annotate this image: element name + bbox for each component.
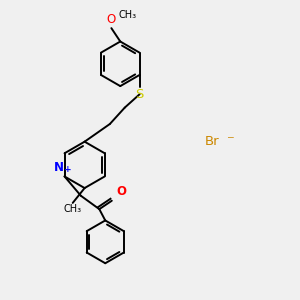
Text: Br: Br (205, 135, 220, 148)
Text: S: S (135, 88, 144, 101)
Text: ⁻: ⁻ (226, 134, 233, 148)
Text: CH₃: CH₃ (119, 10, 137, 20)
Text: O: O (107, 13, 116, 26)
Text: +: + (64, 165, 72, 174)
Text: N: N (54, 161, 64, 174)
Text: O: O (116, 184, 126, 198)
Text: CH₃: CH₃ (63, 204, 81, 214)
